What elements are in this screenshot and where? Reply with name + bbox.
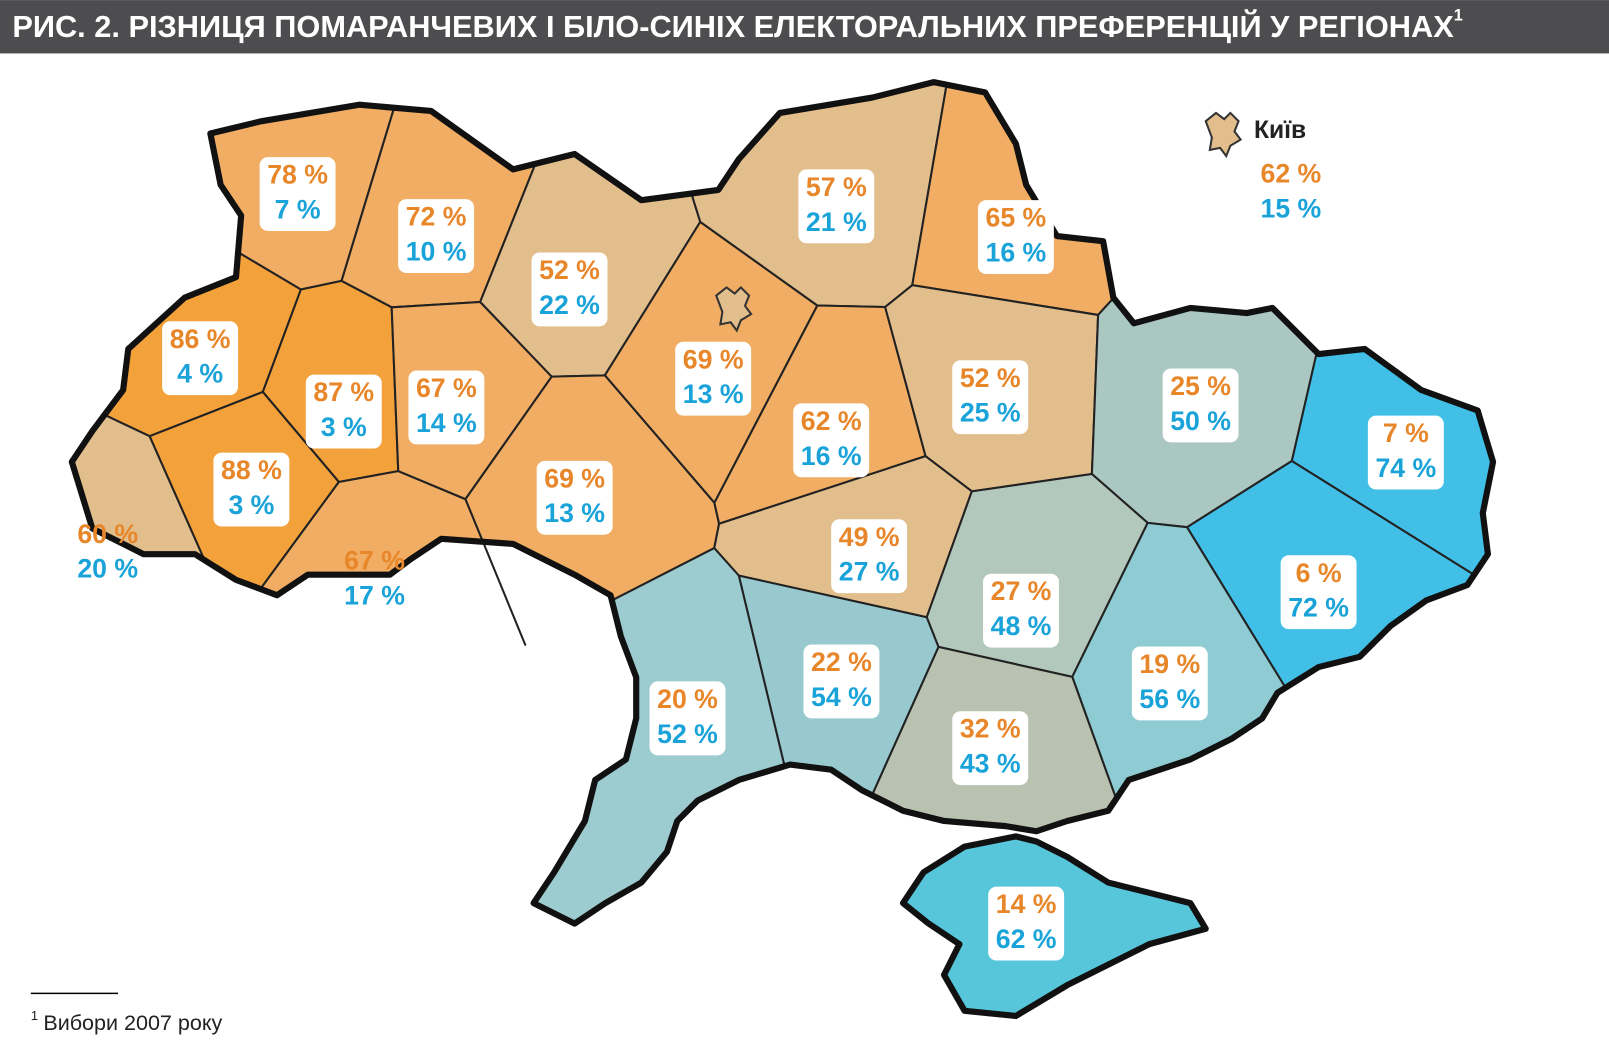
- blue-share: 48 %: [991, 611, 1052, 641]
- blue-share: 13 %: [683, 379, 744, 409]
- blue-share: 54 %: [811, 682, 872, 712]
- label-box: [803, 644, 880, 719]
- orange-share: 22 %: [811, 647, 872, 677]
- orange-share: 25 %: [1170, 371, 1231, 401]
- orange-share: 69 %: [683, 344, 744, 374]
- label-box: [1280, 555, 1357, 630]
- blue-share: 16 %: [986, 238, 1047, 268]
- label-box: [831, 519, 908, 594]
- kyiv-orange: 62 %: [1261, 159, 1322, 189]
- label-box: [1162, 368, 1239, 443]
- blue-share: 27 %: [839, 557, 900, 587]
- label-box: [259, 157, 336, 231]
- label-box: [798, 169, 875, 244]
- label-box: [977, 200, 1054, 275]
- blue-share: 16 %: [801, 441, 862, 471]
- label-box: [1367, 415, 1444, 490]
- blue-share: 74 %: [1375, 453, 1436, 483]
- blue-share: 3 %: [321, 412, 367, 442]
- blue-share: 13 %: [544, 498, 605, 528]
- orange-share: 49 %: [839, 522, 900, 552]
- kyiv-city: [715, 285, 753, 333]
- region: [911, 83, 1115, 316]
- orange-share: 57 %: [806, 172, 867, 202]
- title: РИС. 2. РІЗНИЦЯ ПОМАРАНЧЕВИХ І БІЛО-СИНІ…: [12, 7, 1463, 44]
- blue-share: 62 %: [996, 924, 1057, 954]
- footnote-mark: 1: [31, 1007, 38, 1022]
- kyiv-blue: 15 %: [1261, 193, 1322, 223]
- label-box: [536, 460, 613, 535]
- blue-share: 21 %: [806, 207, 867, 237]
- crimea-outline: [899, 833, 1209, 1020]
- kyiv-legend: Київ 62 % 15 %: [1204, 111, 1322, 223]
- label-box: [1131, 646, 1208, 721]
- blue-share: 72 %: [1288, 593, 1349, 623]
- orange-share: 27 %: [991, 576, 1052, 606]
- title-bar: [0, 0, 1609, 54]
- orange-share: 72 %: [406, 202, 467, 232]
- orange-share: 19 %: [1139, 649, 1200, 679]
- orange-share: 67 %: [416, 373, 477, 403]
- orange-share: 67 %: [344, 545, 405, 575]
- label-box: [793, 403, 870, 478]
- label-box: [305, 374, 382, 449]
- blue-share: 43 %: [960, 749, 1021, 779]
- orange-share: 7 %: [1383, 418, 1429, 448]
- title-text: РИС. 2. РІЗНИЦЯ ПОМАРАНЧЕВИХ І БІЛО-СИНІ…: [12, 8, 1454, 44]
- country-outline: [68, 79, 1497, 927]
- blue-share: 3 %: [228, 490, 274, 520]
- orange-share: 14 %: [996, 889, 1057, 919]
- label-box: [952, 711, 1029, 786]
- footnote-text: Вибори 2007 року: [43, 1011, 222, 1035]
- label-box: [162, 321, 239, 396]
- kyiv-name: Київ: [1254, 117, 1306, 144]
- blue-share: 22 %: [539, 290, 600, 320]
- label-box: [408, 370, 485, 445]
- orange-share: 20 %: [657, 684, 718, 714]
- blue-share: 17 %: [344, 580, 405, 610]
- labels: 78 % 7 % 72 % 10 % 52 % 22 % 69 % 13 % 57 % 21 % 6…: [77, 157, 1444, 961]
- blue-share: 14 %: [416, 408, 477, 438]
- kyiv-icon: [1204, 111, 1243, 159]
- orange-share: 88 %: [221, 455, 282, 485]
- blue-share: 50 %: [1170, 406, 1231, 436]
- label-box: [213, 452, 290, 527]
- orange-share: 6 %: [1296, 558, 1342, 588]
- orange-share: 87 %: [313, 377, 374, 407]
- blue-share: 4 %: [177, 359, 223, 389]
- blue-share: 7 %: [275, 195, 321, 225]
- orange-share: 65 %: [986, 203, 1047, 233]
- orange-share: 60 %: [77, 519, 138, 549]
- orange-share: 69 %: [544, 463, 605, 493]
- label-box: [398, 199, 475, 274]
- orange-share: 52 %: [960, 363, 1021, 393]
- label-box: [649, 681, 726, 756]
- blue-share: 20 %: [77, 554, 138, 584]
- title-note: 1: [1454, 7, 1463, 25]
- label-box: [531, 252, 608, 327]
- label-box: [983, 573, 1059, 648]
- label-box: [952, 360, 1029, 435]
- blue-share: 25 %: [960, 398, 1021, 428]
- orange-share: 86 %: [170, 324, 231, 354]
- orange-share: 32 %: [960, 714, 1021, 744]
- footnote: 1 Вибори 2007 року: [31, 1007, 223, 1034]
- orange-share: 78 %: [267, 160, 328, 190]
- blue-share: 10 %: [406, 237, 467, 267]
- orange-share: 52 %: [539, 255, 600, 285]
- blue-share: 52 %: [657, 719, 718, 749]
- label-box: [675, 341, 752, 416]
- blue-share: 56 %: [1139, 684, 1200, 714]
- label-box: [988, 886, 1065, 961]
- orange-share: 62 %: [801, 406, 862, 436]
